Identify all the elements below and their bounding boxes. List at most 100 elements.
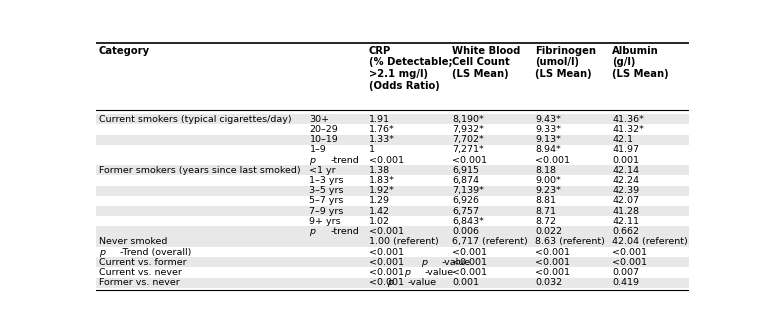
FancyBboxPatch shape bbox=[96, 114, 689, 124]
Text: Never smoked: Never smoked bbox=[99, 237, 167, 246]
Text: 8.63 (referent): 8.63 (referent) bbox=[535, 237, 605, 246]
Text: 0.006: 0.006 bbox=[452, 227, 479, 236]
Text: 6,926: 6,926 bbox=[452, 196, 479, 206]
Text: 9+ yrs: 9+ yrs bbox=[309, 217, 341, 226]
Text: <0.001: <0.001 bbox=[369, 258, 404, 267]
Text: 41.36*: 41.36* bbox=[612, 115, 644, 124]
Text: 8.94*: 8.94* bbox=[535, 145, 561, 154]
Text: 7,271*: 7,271* bbox=[452, 145, 483, 154]
Text: 42.39: 42.39 bbox=[612, 186, 640, 195]
Text: 0.001: 0.001 bbox=[452, 278, 479, 287]
Text: <0.001: <0.001 bbox=[535, 247, 570, 257]
Text: <1 yr: <1 yr bbox=[309, 166, 336, 175]
Text: 1.00 (referent): 1.00 (referent) bbox=[369, 237, 439, 246]
Text: 9.23*: 9.23* bbox=[535, 186, 561, 195]
Text: 1.83*: 1.83* bbox=[369, 176, 394, 185]
Text: 1.29: 1.29 bbox=[369, 196, 390, 206]
Text: 9.43*: 9.43* bbox=[535, 115, 561, 124]
Text: 42.14: 42.14 bbox=[612, 166, 639, 175]
Text: 9.13*: 9.13* bbox=[535, 135, 561, 144]
Text: <0.001: <0.001 bbox=[452, 156, 487, 164]
FancyBboxPatch shape bbox=[96, 226, 689, 237]
Text: 8.81: 8.81 bbox=[535, 196, 556, 206]
Text: <0.001: <0.001 bbox=[369, 247, 404, 257]
Text: <0.001: <0.001 bbox=[612, 247, 647, 257]
Text: 8.71: 8.71 bbox=[535, 207, 556, 216]
FancyBboxPatch shape bbox=[96, 237, 689, 247]
Text: 1.38: 1.38 bbox=[369, 166, 390, 175]
Text: 6,717 (referent): 6,717 (referent) bbox=[452, 237, 528, 246]
FancyBboxPatch shape bbox=[96, 257, 689, 267]
Text: 0.419: 0.419 bbox=[612, 278, 639, 287]
Text: <0.001: <0.001 bbox=[452, 268, 487, 277]
Text: 1–3 yrs: 1–3 yrs bbox=[309, 176, 344, 185]
Text: <0.001: <0.001 bbox=[369, 278, 404, 287]
Text: 41.97: 41.97 bbox=[612, 145, 639, 154]
FancyBboxPatch shape bbox=[96, 278, 689, 288]
Text: 9.00*: 9.00* bbox=[535, 176, 561, 185]
Text: 1: 1 bbox=[369, 145, 375, 154]
Text: 6,874: 6,874 bbox=[452, 176, 479, 185]
Text: 42.07: 42.07 bbox=[612, 196, 639, 206]
Text: 8.18: 8.18 bbox=[535, 166, 556, 175]
Text: 5–7 yrs: 5–7 yrs bbox=[309, 196, 344, 206]
Text: p: p bbox=[404, 268, 410, 277]
Text: <0.001: <0.001 bbox=[452, 247, 487, 257]
Text: p: p bbox=[387, 278, 393, 287]
Text: -value: -value bbox=[425, 268, 454, 277]
Text: Current vs. former: Current vs. former bbox=[99, 258, 189, 267]
Text: 6,843*: 6,843* bbox=[452, 217, 484, 226]
Text: Albumin
(g/l)
(LS Mean): Albumin (g/l) (LS Mean) bbox=[612, 46, 669, 79]
Text: <0.001: <0.001 bbox=[369, 156, 404, 164]
Text: 9.33*: 9.33* bbox=[535, 125, 561, 134]
FancyBboxPatch shape bbox=[96, 206, 689, 216]
Text: 42.1: 42.1 bbox=[612, 135, 633, 144]
Text: 6,757: 6,757 bbox=[452, 207, 479, 216]
Text: <0.001: <0.001 bbox=[369, 227, 404, 236]
Text: <0.001: <0.001 bbox=[452, 258, 487, 267]
Text: Current smokers (typical cigarettes/day): Current smokers (typical cigarettes/day) bbox=[99, 115, 291, 124]
Text: <0.001: <0.001 bbox=[535, 258, 570, 267]
Text: Former vs. never: Former vs. never bbox=[99, 278, 182, 287]
Text: 10–19: 10–19 bbox=[309, 135, 339, 144]
Text: 8,190*: 8,190* bbox=[452, 115, 483, 124]
Text: 42.04 (referent): 42.04 (referent) bbox=[612, 237, 688, 246]
Text: <0.001: <0.001 bbox=[369, 268, 404, 277]
Text: White Blood
Cell Count
(LS Mean): White Blood Cell Count (LS Mean) bbox=[452, 46, 520, 79]
Text: CRP
(% Detectable;
>2.1 mg/l)
(Odds Ratio): CRP (% Detectable; >2.1 mg/l) (Odds Rati… bbox=[369, 46, 453, 90]
Text: p: p bbox=[309, 156, 316, 164]
Text: 7,139*: 7,139* bbox=[452, 186, 484, 195]
Text: 0.662: 0.662 bbox=[612, 227, 639, 236]
Text: 0.022: 0.022 bbox=[535, 227, 562, 236]
Text: 0.032: 0.032 bbox=[535, 278, 562, 287]
Text: 1.92*: 1.92* bbox=[369, 186, 394, 195]
Text: 7–9 yrs: 7–9 yrs bbox=[309, 207, 344, 216]
Text: 6,915: 6,915 bbox=[452, 166, 479, 175]
Text: -Trend (overall): -Trend (overall) bbox=[119, 247, 191, 257]
Text: -trend: -trend bbox=[330, 227, 359, 236]
Text: <0.001: <0.001 bbox=[535, 156, 570, 164]
FancyBboxPatch shape bbox=[96, 135, 689, 145]
Text: <0.001: <0.001 bbox=[612, 258, 647, 267]
FancyBboxPatch shape bbox=[96, 165, 689, 175]
Text: -value: -value bbox=[442, 258, 471, 267]
Text: -trend: -trend bbox=[330, 156, 359, 164]
Text: 7,932*: 7,932* bbox=[452, 125, 484, 134]
Text: Current vs. never: Current vs. never bbox=[99, 268, 185, 277]
Text: 7,702*: 7,702* bbox=[452, 135, 483, 144]
Text: 0.007: 0.007 bbox=[612, 268, 639, 277]
Text: 1.42: 1.42 bbox=[369, 207, 390, 216]
Text: Former smokers (years since last smoked): Former smokers (years since last smoked) bbox=[99, 166, 300, 175]
Text: 0.001: 0.001 bbox=[612, 156, 639, 164]
Text: 1–9: 1–9 bbox=[309, 145, 326, 154]
Text: 1.91: 1.91 bbox=[369, 115, 390, 124]
Text: 30+: 30+ bbox=[309, 115, 329, 124]
Text: p: p bbox=[309, 227, 316, 236]
Text: 41.32*: 41.32* bbox=[612, 125, 644, 134]
Text: -value: -value bbox=[408, 278, 437, 287]
Text: 41.28: 41.28 bbox=[612, 207, 639, 216]
Text: p: p bbox=[99, 247, 105, 257]
Text: 1.76*: 1.76* bbox=[369, 125, 394, 134]
FancyBboxPatch shape bbox=[96, 186, 689, 196]
Text: 42.11: 42.11 bbox=[612, 217, 639, 226]
